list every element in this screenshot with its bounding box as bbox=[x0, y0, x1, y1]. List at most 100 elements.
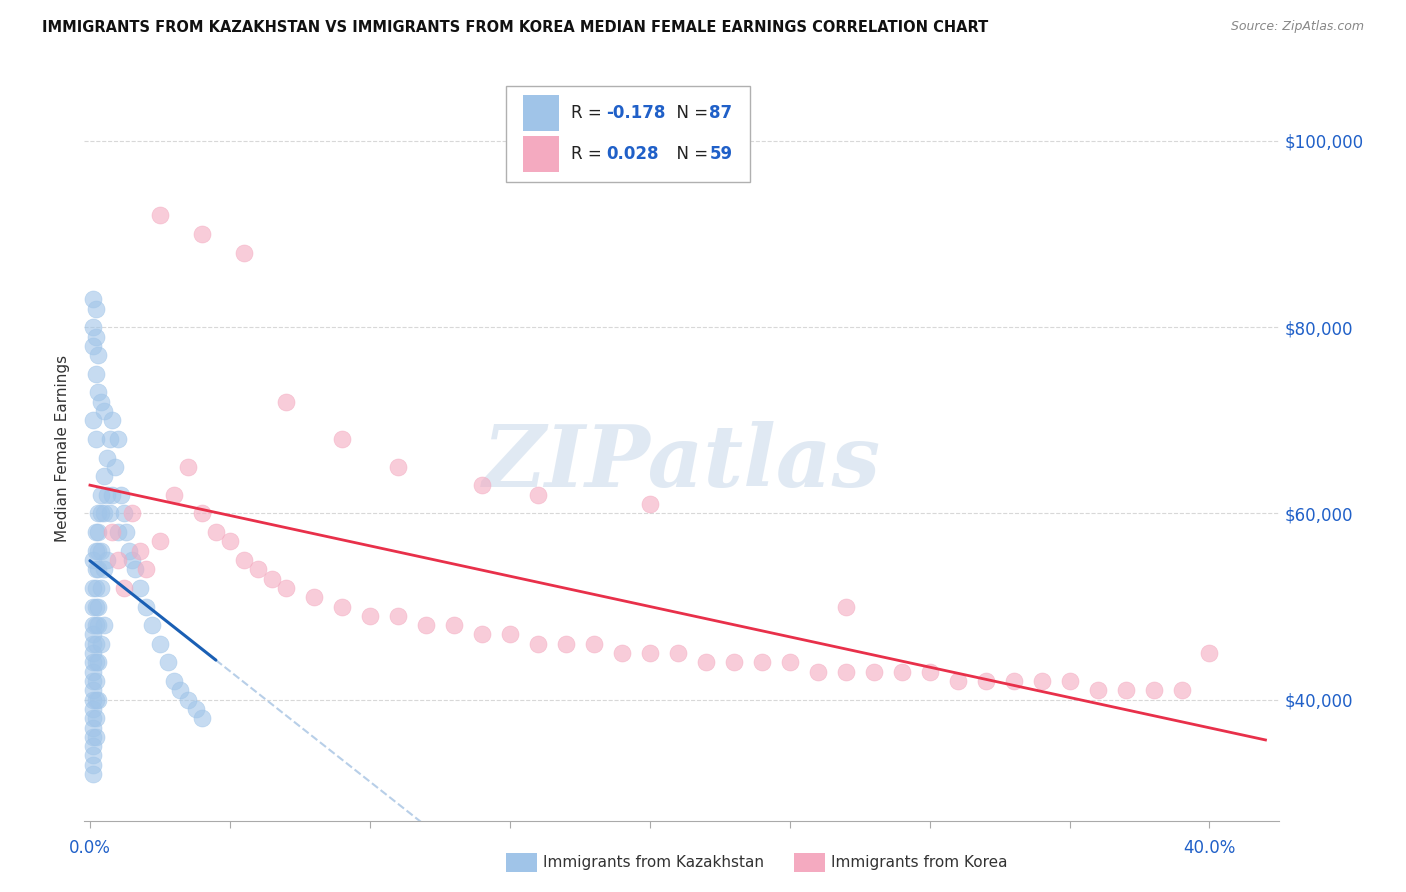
Point bbox=[82, 730, 104, 744]
Point bbox=[93, 618, 115, 632]
Point bbox=[82, 413, 104, 427]
Point bbox=[1170, 683, 1192, 698]
Point bbox=[87, 692, 110, 706]
Point bbox=[87, 599, 110, 614]
Point bbox=[526, 637, 548, 651]
Point bbox=[87, 543, 110, 558]
Point bbox=[82, 599, 104, 614]
Point bbox=[471, 627, 494, 641]
Point bbox=[862, 665, 884, 679]
Point bbox=[84, 329, 107, 343]
Point bbox=[890, 665, 912, 679]
Point bbox=[834, 665, 856, 679]
Point bbox=[118, 543, 141, 558]
Point bbox=[526, 488, 548, 502]
Text: R =: R = bbox=[571, 145, 607, 163]
Point bbox=[84, 432, 107, 446]
Point bbox=[84, 581, 107, 595]
Text: Source: ZipAtlas.com: Source: ZipAtlas.com bbox=[1230, 20, 1364, 33]
Point bbox=[84, 656, 107, 670]
Point bbox=[96, 450, 118, 465]
Text: Immigrants from Kazakhstan: Immigrants from Kazakhstan bbox=[543, 855, 763, 870]
Point bbox=[82, 748, 104, 763]
Point bbox=[387, 608, 409, 623]
Point bbox=[499, 627, 522, 641]
Point bbox=[82, 711, 104, 725]
Point bbox=[93, 404, 115, 418]
Point bbox=[96, 553, 118, 567]
Point bbox=[129, 581, 152, 595]
Point bbox=[93, 562, 115, 576]
Point bbox=[135, 599, 157, 614]
Point bbox=[186, 702, 208, 716]
Point bbox=[96, 488, 118, 502]
Point bbox=[149, 209, 172, 223]
Point bbox=[157, 656, 180, 670]
Point bbox=[90, 581, 112, 595]
Point bbox=[246, 562, 269, 576]
Point bbox=[101, 413, 124, 427]
Point bbox=[93, 507, 115, 521]
Point bbox=[82, 683, 104, 698]
Point bbox=[98, 432, 121, 446]
Point bbox=[90, 543, 112, 558]
Point bbox=[84, 730, 107, 744]
Text: R =: R = bbox=[571, 104, 607, 122]
Point bbox=[330, 599, 353, 614]
Point bbox=[84, 692, 107, 706]
Point bbox=[302, 591, 325, 605]
Point bbox=[82, 618, 104, 632]
Point bbox=[84, 543, 107, 558]
Point bbox=[112, 581, 135, 595]
Point bbox=[110, 488, 132, 502]
Point bbox=[1002, 673, 1025, 688]
Point bbox=[274, 581, 297, 595]
Point bbox=[1115, 683, 1137, 698]
Point bbox=[112, 507, 135, 521]
Point bbox=[751, 656, 773, 670]
Point bbox=[129, 543, 152, 558]
Point bbox=[260, 572, 283, 586]
Point bbox=[330, 432, 353, 446]
Point bbox=[87, 656, 110, 670]
Point bbox=[232, 245, 254, 260]
Point bbox=[82, 702, 104, 716]
Text: 0.028: 0.028 bbox=[606, 145, 659, 163]
Point bbox=[90, 507, 112, 521]
Point bbox=[177, 692, 200, 706]
Text: N =: N = bbox=[666, 145, 714, 163]
Point bbox=[84, 301, 107, 316]
Text: N =: N = bbox=[666, 104, 714, 122]
Point bbox=[82, 656, 104, 670]
Point bbox=[834, 599, 856, 614]
Point bbox=[87, 524, 110, 539]
Point bbox=[82, 739, 104, 753]
Point bbox=[84, 618, 107, 632]
Point bbox=[807, 665, 830, 679]
Text: 0.0%: 0.0% bbox=[69, 839, 111, 857]
Point bbox=[82, 767, 104, 781]
Point bbox=[387, 459, 409, 474]
Point bbox=[87, 385, 110, 400]
Text: 59: 59 bbox=[710, 145, 733, 163]
Point bbox=[177, 459, 200, 474]
Point bbox=[84, 711, 107, 725]
Point bbox=[90, 488, 112, 502]
Point bbox=[415, 618, 437, 632]
Point bbox=[82, 665, 104, 679]
Text: Immigrants from Korea: Immigrants from Korea bbox=[831, 855, 1008, 870]
Point bbox=[274, 394, 297, 409]
Point bbox=[582, 637, 605, 651]
Point bbox=[124, 562, 146, 576]
Point bbox=[84, 367, 107, 381]
Point bbox=[82, 553, 104, 567]
Point bbox=[87, 348, 110, 362]
Point bbox=[219, 534, 242, 549]
Point bbox=[121, 507, 143, 521]
Point bbox=[101, 488, 124, 502]
Point bbox=[191, 711, 214, 725]
Point bbox=[666, 646, 689, 660]
Point bbox=[84, 673, 107, 688]
Point bbox=[779, 656, 801, 670]
Point bbox=[443, 618, 465, 632]
